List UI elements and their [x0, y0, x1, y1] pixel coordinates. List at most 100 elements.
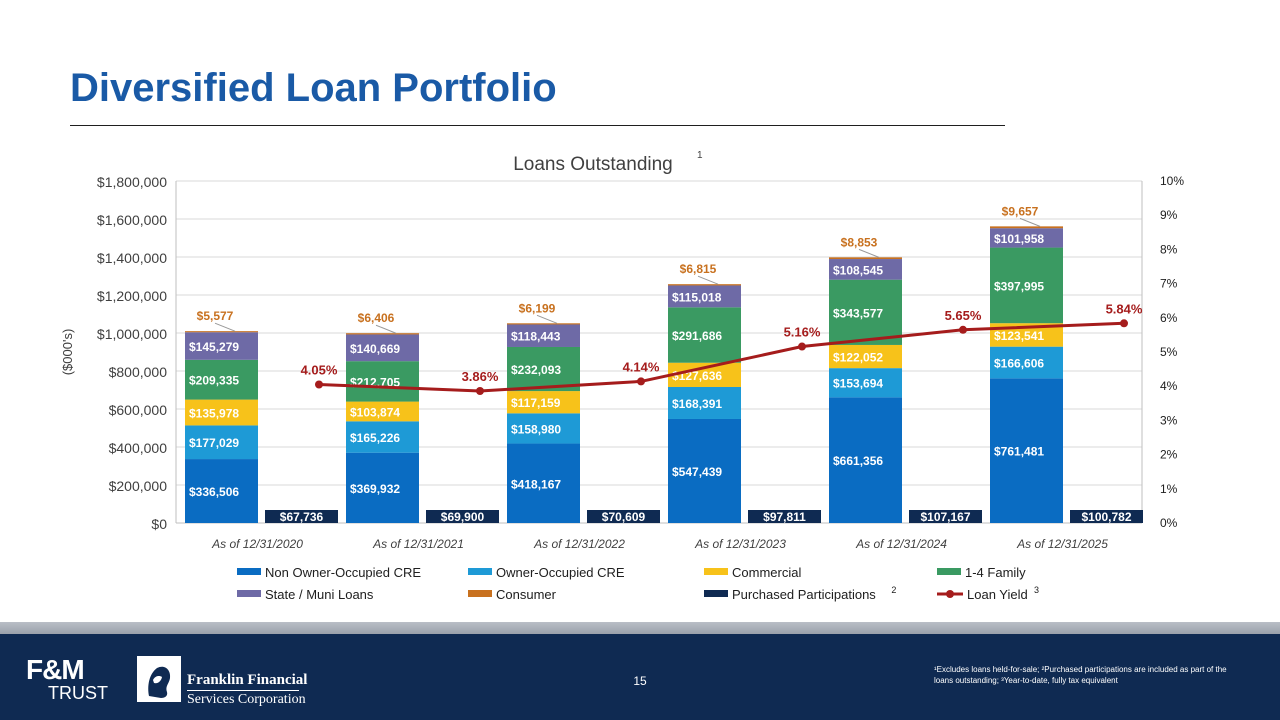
consumer-value-label: $6,199 [519, 301, 556, 315]
bar-value-label: $168,391 [672, 397, 722, 411]
bar-segment-consumer [668, 284, 741, 286]
page-number: 15 [633, 674, 647, 688]
legend-label: State / Muni Loans [265, 587, 374, 602]
bar-segment-non-owner-cre [668, 418, 741, 523]
x-axis-category-label: As of 12/31/2022 [533, 537, 625, 551]
bar-value-label: $418,167 [511, 477, 561, 491]
consumer-value-label: $9,657 [1002, 204, 1039, 218]
bar-segment-one-four-family [185, 359, 258, 400]
bar-value-label: $165,226 [350, 431, 400, 445]
legend-label: 1-4 Family [965, 565, 1026, 580]
purchased-value-label: $70,609 [602, 510, 646, 524]
loan-yield-label: 5.65% [945, 308, 982, 323]
y2-axis-tick-label: 4% [1160, 379, 1178, 393]
y2-axis-tick-label: 0% [1160, 516, 1178, 530]
y2-axis-tick-label: 5% [1160, 345, 1178, 359]
fm-logo-line2: TRUST [48, 683, 108, 703]
y2-axis-tick-label: 9% [1160, 208, 1178, 222]
bar-segment-owner-cre [990, 346, 1063, 379]
consumer-label-leader [858, 248, 880, 258]
x-axis-category-label: As of 12/31/2025 [1016, 537, 1108, 551]
loan-yield-label: 4.14% [623, 359, 660, 374]
consumer-value-label: $6,406 [358, 311, 395, 325]
legend-label: Owner-Occupied CRE [496, 565, 625, 580]
purchased-participations-bar [426, 510, 499, 523]
y2-axis-tick-label: 8% [1160, 242, 1178, 256]
bar-segment-commercial [346, 401, 419, 422]
bar-segment-commercial [185, 399, 258, 426]
company-name-underline [187, 690, 299, 691]
page-title: Diversified Loan Portfolio [70, 66, 557, 110]
bar-value-label: $118,443 [511, 330, 561, 344]
title-divider [70, 125, 1005, 126]
consumer-value-label: $5,577 [197, 309, 234, 323]
bar-segment-one-four-family [990, 247, 1063, 324]
bar-value-label: $145,279 [189, 340, 239, 354]
legend-label: Loan Yield [967, 587, 1028, 602]
legend-label: Non Owner-Occupied CRE [265, 565, 421, 580]
y2-axis-tick-label: 3% [1160, 413, 1178, 427]
purchased-participations-bar [748, 510, 821, 523]
bar-segment-owner-cre [346, 421, 419, 453]
bar-segment-consumer [185, 331, 258, 333]
bar-value-label: $140,669 [350, 342, 400, 356]
bar-value-label: $232,093 [511, 363, 561, 377]
chart-title-footnote-mark: 1 [697, 150, 703, 161]
consumer-label-leader [1019, 217, 1041, 227]
bar-value-label: $336,506 [189, 485, 239, 499]
legend-swatch [704, 568, 728, 575]
y2-axis-tick-label: 6% [1160, 311, 1178, 325]
loan-yield-point [315, 380, 323, 389]
bar-segment-non-owner-cre [829, 397, 902, 523]
consumer-label-leader [375, 324, 397, 334]
consumer-label-leader [697, 275, 719, 285]
loan-yield-label: 5.84% [1106, 301, 1143, 316]
legend-label: Purchased Participations [732, 587, 876, 602]
footer: F&M TRUST Franklin Financial Services Co… [0, 634, 1280, 720]
bar-value-label: $127,636 [672, 369, 722, 383]
y-axis-label: ($000's) [60, 329, 75, 376]
bar-value-label: $103,874 [350, 405, 400, 419]
y-axis-tick-label: $600,000 [109, 402, 168, 418]
legend-label: Consumer [496, 587, 557, 602]
bar-value-label: $369,932 [350, 482, 400, 496]
y-axis-tick-label: $1,800,000 [97, 174, 167, 190]
bar-segment-consumer [990, 226, 1063, 229]
bar-value-label: $547,439 [672, 465, 722, 479]
bar-segment-consumer [346, 333, 419, 335]
y-axis-tick-label: $800,000 [109, 364, 168, 380]
y-axis-tick-label: $1,400,000 [97, 250, 167, 266]
y-axis-tick-label: $1,200,000 [97, 288, 167, 304]
fm-trust-logo: F&M TRUST [26, 656, 108, 703]
bar-value-label: $209,335 [189, 374, 239, 388]
bar-segment-owner-cre [829, 368, 902, 398]
bar-value-label: $158,980 [511, 422, 561, 436]
bar-value-label: $153,694 [833, 377, 883, 391]
bar-value-label: $177,029 [189, 436, 239, 450]
y2-axis-tick-label: 7% [1160, 277, 1178, 291]
bar-segment-owner-cre [507, 413, 580, 444]
bar-segment-non-owner-cre [507, 443, 580, 523]
purchased-participations-bar [265, 510, 338, 523]
legend-footnote-mark: 2 [891, 585, 896, 595]
bar-segment-state-muni [346, 334, 419, 362]
loan-yield-point [476, 386, 484, 395]
franklin-financial-name: Franklin Financial Services Corporation [187, 672, 307, 708]
bar-value-label: $108,545 [833, 263, 883, 277]
footer-band [0, 622, 1280, 634]
bar-value-label: $291,686 [672, 329, 722, 343]
legend-swatch [704, 590, 728, 597]
x-axis-category-label: As of 12/31/2020 [211, 537, 303, 551]
bar-value-label: $101,958 [994, 232, 1044, 246]
legend-swatch [937, 568, 961, 575]
bar-segment-state-muni [990, 228, 1063, 248]
purchased-participations-bar [587, 510, 660, 523]
loan-yield-point [1120, 319, 1128, 328]
bar-segment-non-owner-cre [346, 452, 419, 523]
legend-footnote-mark: 3 [1034, 585, 1039, 595]
bar-segment-commercial [829, 344, 902, 369]
bar-value-label: $135,978 [189, 407, 239, 421]
x-axis-category-label: As of 12/31/2024 [855, 537, 947, 551]
purchased-value-label: $100,782 [1081, 510, 1131, 524]
purchased-value-label: $97,811 [763, 510, 806, 524]
